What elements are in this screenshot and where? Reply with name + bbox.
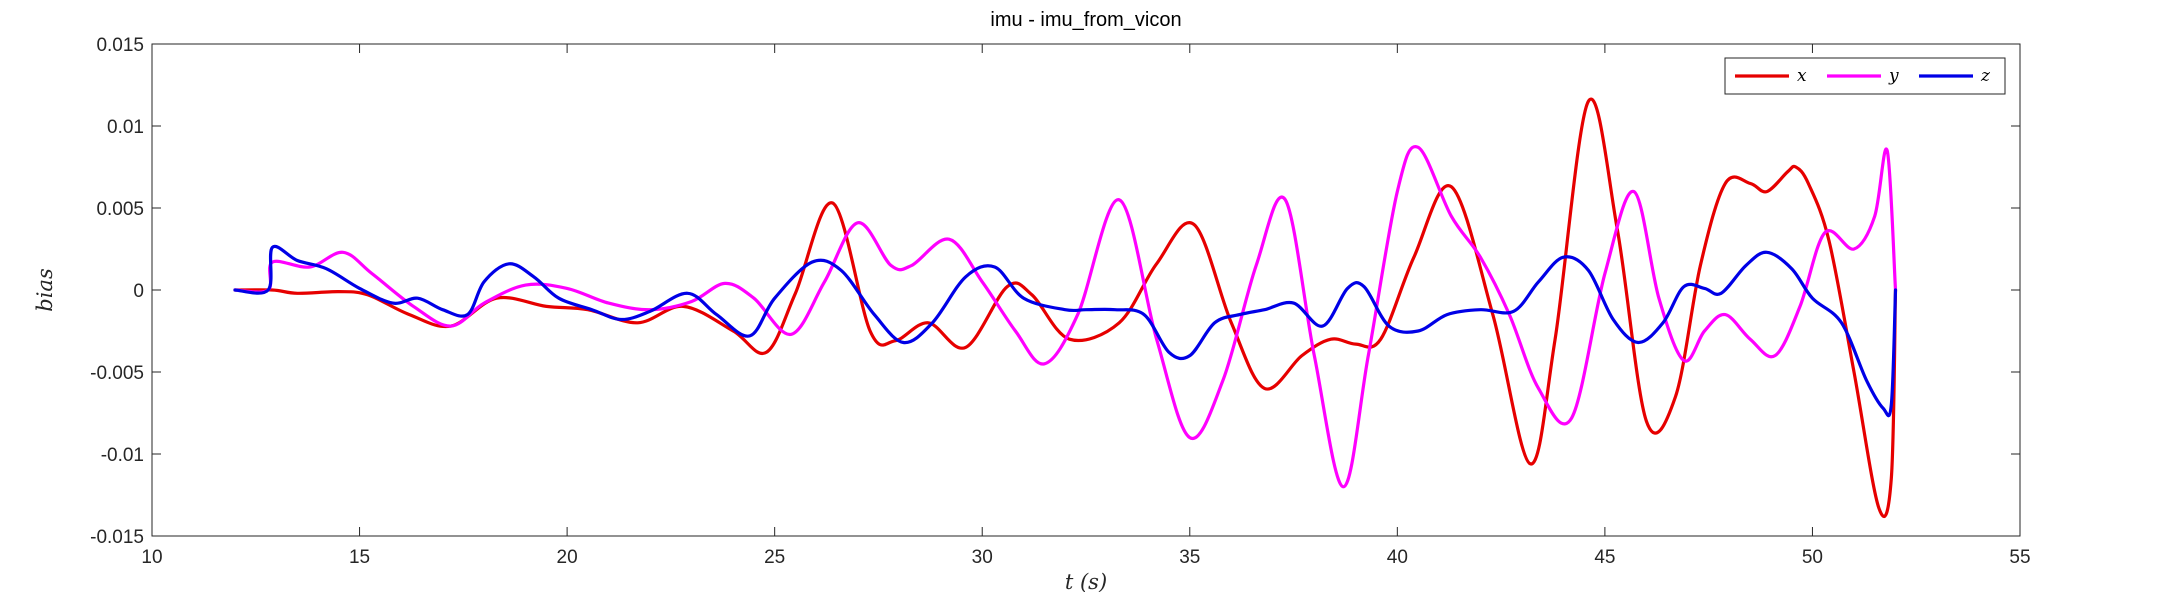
chart-title: imu - imu_from_vicon [990, 9, 1181, 31]
legend-label-x: x [1797, 66, 1807, 86]
x-tick-label: 45 [1594, 547, 1615, 568]
y-axis-label: bias [33, 268, 57, 312]
axis-ticks: 10 15 20 25 30 35 40 45 50 55 -0.015 -0.01 -0.005 0 0.… [90, 35, 2030, 568]
series-line-x [233, 97, 1898, 519]
series-lines [233, 97, 1898, 519]
series-line-y [233, 145, 1898, 489]
legend: x y z [1724, 57, 2006, 95]
x-tick-label: 15 [349, 547, 370, 568]
x-tick-label: 25 [764, 547, 785, 568]
y-tick-label: 0 [133, 281, 144, 302]
legend-label-y: y [1888, 66, 1899, 86]
y-tick-label: 0.01 [107, 117, 144, 138]
x-tick-label: 35 [1179, 547, 1200, 568]
y-tick-label: 0.005 [96, 199, 144, 220]
x-tick-label: 55 [2009, 547, 2030, 568]
x-tick-label: 30 [972, 547, 993, 568]
x-axis-label: t (s) [1065, 570, 1107, 592]
series-line-z [233, 244, 1898, 418]
x-tick-label: 20 [557, 547, 578, 568]
y-tick-label: 0.015 [96, 35, 144, 56]
legend-label-z: z [1980, 66, 1991, 86]
x-tick-label: 40 [1387, 547, 1408, 568]
y-tick-label: -0.015 [90, 527, 144, 548]
x-tick-label: 10 [141, 547, 162, 568]
y-tick-label: -0.01 [101, 445, 144, 466]
y-tick-label: -0.005 [90, 363, 144, 384]
x-tick-label: 50 [1802, 547, 1823, 568]
